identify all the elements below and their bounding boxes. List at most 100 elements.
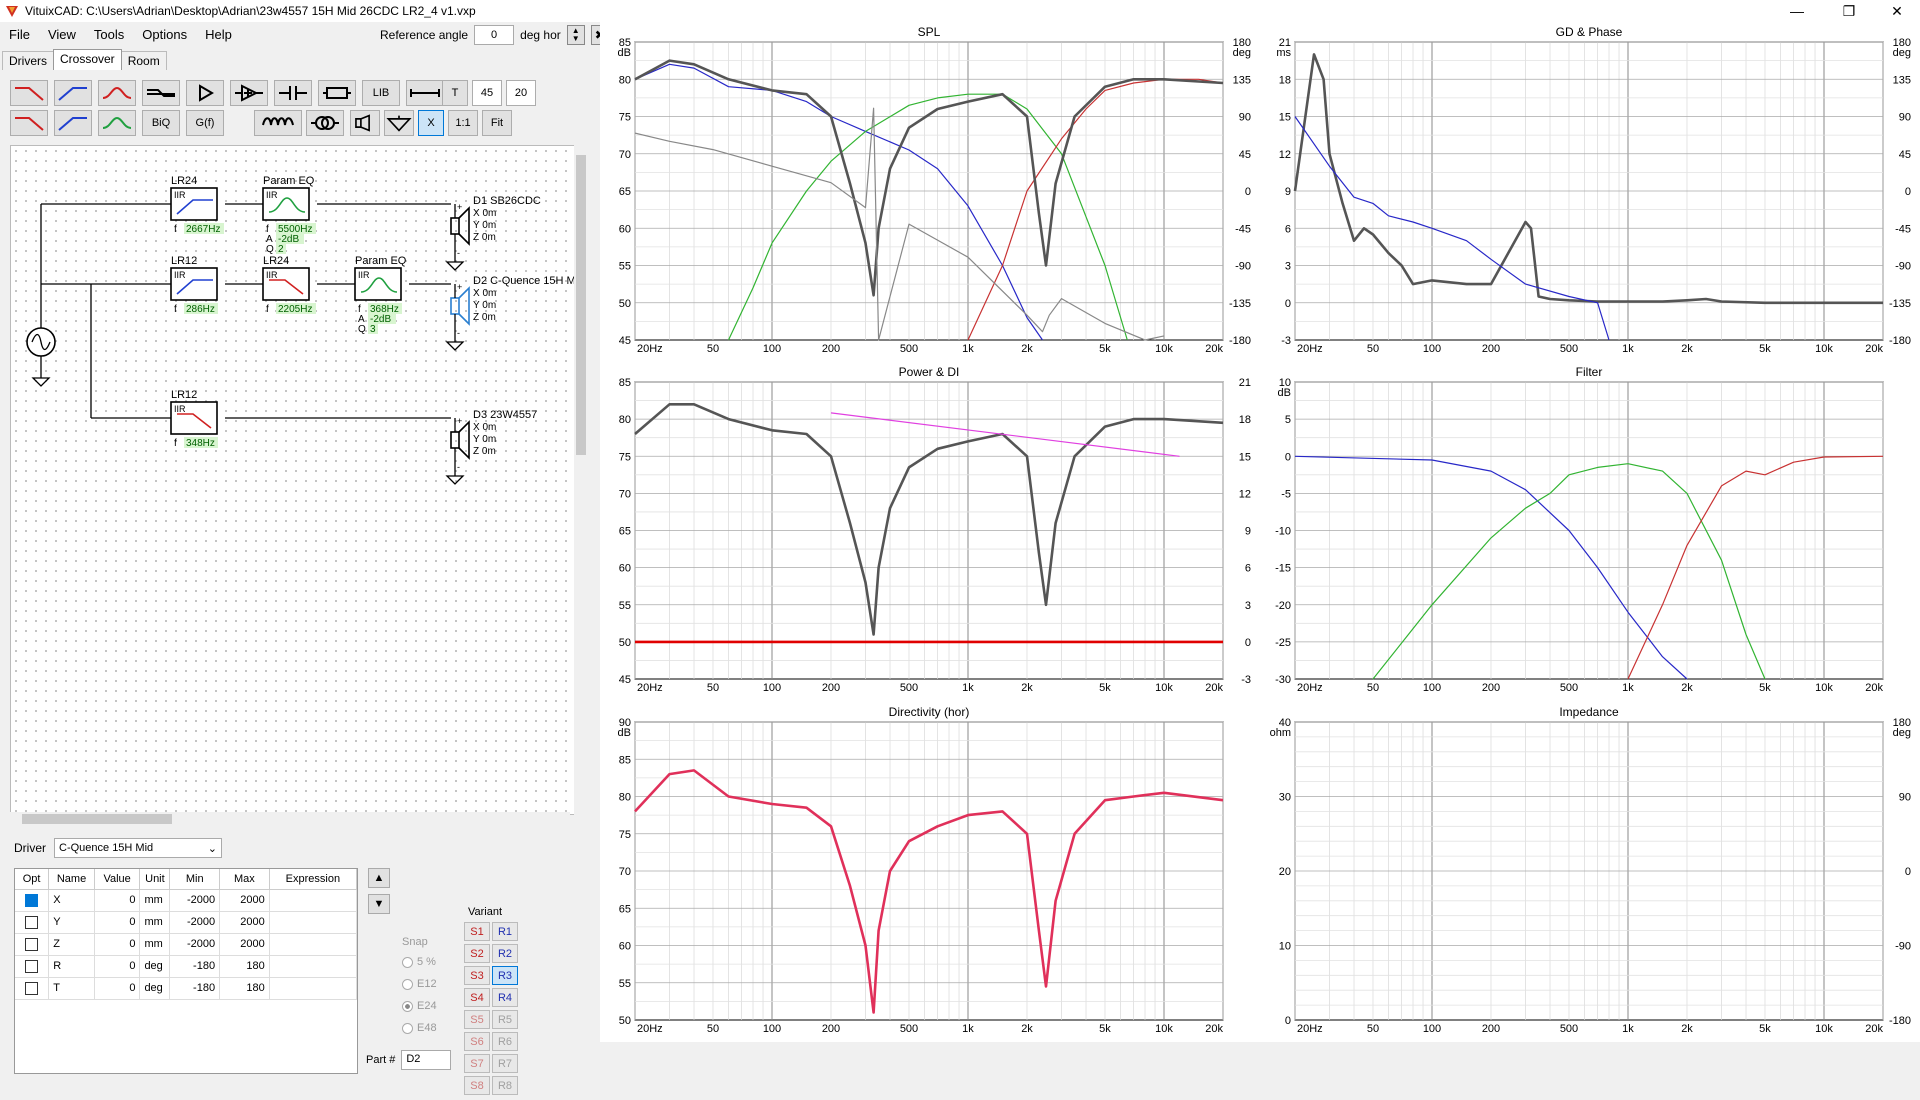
- ratio-button[interactable]: 1:1: [448, 110, 478, 136]
- cell-value[interactable]: 0: [94, 889, 141, 912]
- variant-save-s2[interactable]: S2: [464, 944, 490, 963]
- cell-unit[interactable]: deg: [139, 977, 171, 1000]
- lowpass-tool-icon[interactable]: [10, 80, 48, 106]
- lib-button[interactable]: LIB: [362, 80, 400, 106]
- cell-value[interactable]: 0: [94, 911, 141, 934]
- cell-name[interactable]: T: [48, 977, 95, 1000]
- minimize-icon[interactable]: —: [1790, 3, 1804, 19]
- wire-tool-icon[interactable]: [406, 80, 444, 106]
- opt-checkbox[interactable]: [25, 981, 39, 995]
- snap-option[interactable]: E24: [402, 995, 454, 1017]
- driver-tool-icon[interactable]: [350, 110, 380, 136]
- biquad-button[interactable]: BiQ: [142, 110, 180, 136]
- cell-expression[interactable]: [269, 955, 358, 978]
- lowpass2-tool-icon[interactable]: [10, 110, 48, 136]
- cell-name[interactable]: R: [48, 955, 95, 978]
- summing-tool-icon[interactable]: [230, 80, 268, 106]
- variant-save-s3[interactable]: S3: [464, 966, 490, 985]
- opt-checkbox[interactable]: [25, 893, 39, 907]
- cell-unit[interactable]: mm: [139, 911, 171, 934]
- variant-recall-r7[interactable]: R7: [492, 1054, 518, 1073]
- angle-spin-button[interactable]: ▲ ▼: [566, 25, 585, 45]
- driver-2[interactable]: + - D2 C-Quence 15H MX 0mY 0mZ 0m: [445, 275, 576, 351]
- maximize-icon[interactable]: ❐: [1842, 2, 1856, 19]
- variant-recall-r1[interactable]: R1: [492, 922, 518, 941]
- shelf-tool-icon[interactable]: [142, 80, 180, 106]
- cell-value[interactable]: 0: [94, 933, 141, 956]
- variant-recall-r2[interactable]: R2: [492, 944, 518, 963]
- filter-block-6[interactable]: LR12 IIR f 348Hz: [170, 389, 218, 449]
- scroll-thumb[interactable]: [22, 814, 172, 824]
- transformer-tool-icon[interactable]: [306, 110, 344, 136]
- filter-block-5[interactable]: Param EQ IIR f 368Hz A -2dB Q 3: [354, 255, 407, 335]
- table-row[interactable]: R 0 deg -180 180: [15, 955, 358, 978]
- menu-help[interactable]: Help: [205, 26, 232, 42]
- cell-min[interactable]: -180: [169, 955, 221, 978]
- cell-unit[interactable]: mm: [139, 889, 171, 912]
- variant-save-s1[interactable]: S1: [464, 922, 490, 941]
- cell-max[interactable]: 2000: [219, 933, 270, 956]
- driver-dropdown[interactable]: C-Quence 15H Mid ⌄: [54, 838, 222, 858]
- tab-drivers[interactable]: Drivers: [2, 51, 54, 72]
- cell-min[interactable]: -2000: [169, 911, 221, 934]
- variant-save-s8[interactable]: S8: [464, 1076, 490, 1095]
- cell-name[interactable]: Y: [48, 911, 95, 934]
- table-row[interactable]: T 0 deg -180 180: [15, 977, 358, 1000]
- move-up-button[interactable]: ▲: [368, 868, 390, 888]
- scroll-thumb[interactable]: [576, 155, 586, 455]
- variant-recall-r5[interactable]: R5: [492, 1010, 518, 1029]
- snap-option[interactable]: E12: [402, 973, 454, 995]
- resistor-tool-icon[interactable]: [318, 80, 356, 106]
- signal-source-icon[interactable]: [26, 327, 56, 387]
- inductor-tool-icon[interactable]: [254, 110, 302, 136]
- transfer-function-button[interactable]: G(f): [186, 110, 224, 136]
- cell-max[interactable]: 180: [219, 977, 270, 1000]
- radio-icon[interactable]: [402, 1022, 413, 1034]
- cell-unit[interactable]: deg: [139, 955, 171, 978]
- cell-expression[interactable]: [269, 911, 358, 934]
- tab-crossover[interactable]: Crossover: [53, 49, 122, 70]
- cell-name[interactable]: Z: [48, 933, 95, 956]
- buffer-tool-icon[interactable]: [186, 80, 224, 106]
- menu-view[interactable]: View: [47, 26, 76, 42]
- radio-icon[interactable]: [402, 978, 413, 990]
- tab-room[interactable]: Room: [120, 51, 167, 72]
- horizontal-scrollbar[interactable]: [10, 812, 570, 826]
- cell-expression[interactable]: [269, 977, 358, 1000]
- table-row[interactable]: Z 0 mm -2000 2000: [15, 933, 358, 956]
- value-20-field[interactable]: 20: [506, 80, 536, 106]
- snap-option[interactable]: 5 %: [402, 951, 454, 973]
- radio-icon[interactable]: [402, 956, 413, 968]
- filter-block-3[interactable]: LR12 IIR f 286Hz: [170, 255, 218, 315]
- move-down-button[interactable]: ▼: [368, 894, 390, 914]
- chart-directivity-hor-[interactable]: Directivity (hor) 20Hz 50 100 200 500 1k 2k 5k 10…: [618, 705, 1224, 1035]
- peq-tool-icon[interactable]: [98, 110, 136, 136]
- radio-icon[interactable]: [402, 1000, 413, 1012]
- cell-min[interactable]: -2000: [169, 889, 221, 912]
- snap-option[interactable]: E48: [402, 1017, 454, 1039]
- variant-recall-r3[interactable]: R3: [492, 966, 518, 985]
- variant-save-s7[interactable]: S7: [464, 1054, 490, 1073]
- cell-value[interactable]: 0: [94, 977, 141, 1000]
- cell-max[interactable]: 2000: [219, 889, 270, 912]
- cell-unit[interactable]: mm: [139, 933, 171, 956]
- variant-save-s5[interactable]: S5: [464, 1010, 490, 1029]
- table-row[interactable]: Y 0 mm -2000 2000: [15, 911, 358, 934]
- x-button[interactable]: X: [418, 110, 444, 136]
- close-icon[interactable]: ✕: [1891, 2, 1903, 19]
- value-45-field[interactable]: 45: [472, 80, 502, 106]
- variant-save-s4[interactable]: S4: [464, 988, 490, 1007]
- capacitor-tool-icon[interactable]: [274, 80, 312, 106]
- vertical-scrollbar[interactable]: [574, 145, 588, 815]
- t-button[interactable]: T: [442, 80, 468, 106]
- opt-checkbox[interactable]: [25, 915, 39, 929]
- filter-block-2[interactable]: Param EQ IIR f 5500Hz A -2dB Q 2: [262, 175, 316, 255]
- highpass-tool-icon[interactable]: [54, 80, 92, 106]
- menu-tools[interactable]: Tools: [93, 26, 125, 42]
- highpass2-tool-icon[interactable]: [54, 110, 92, 136]
